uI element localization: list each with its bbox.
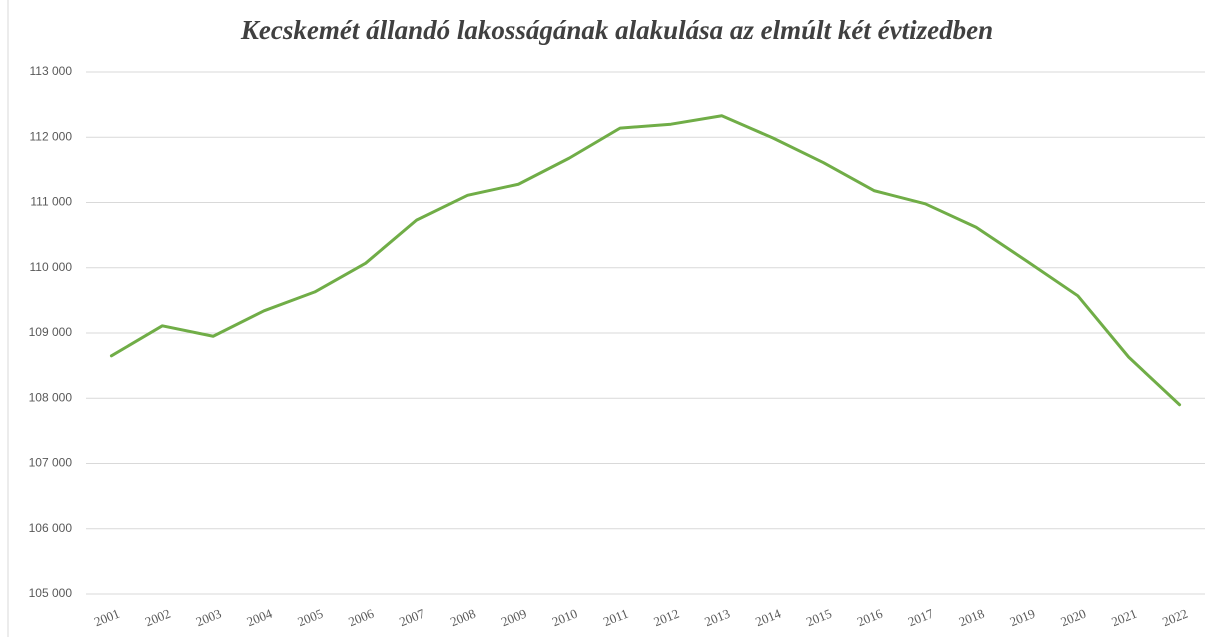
x-tick-label: 2010 [550,606,580,630]
x-tick-label: 2008 [448,606,478,630]
x-tick-label: 2006 [346,605,376,629]
x-tick-label: 2016 [855,605,885,629]
x-tick-label: 2020 [1058,606,1088,630]
y-tick-label: 110 000 [30,260,73,274]
x-tick-label: 2001 [92,606,122,630]
y-tick-label: 107 000 [29,456,73,470]
x-tick-label: 2019 [1007,606,1037,630]
y-tick-label: 111 000 [30,195,72,209]
x-tick-label: 2009 [499,606,529,630]
y-tick-label: 105 000 [29,586,73,600]
x-tick-label: 2003 [194,606,224,630]
x-tick-label: 2014 [753,605,783,629]
x-tick-label: 2015 [804,606,834,630]
x-tick-label: 2002 [143,606,173,630]
x-tick-label: 2013 [702,606,732,630]
line-series [109,114,1182,407]
y-tick-label: 106 000 [29,521,73,535]
x-tick-label: 2022 [1160,606,1190,630]
y-tick-label: 112 000 [30,129,73,143]
x-tick-label: 2018 [957,606,987,630]
y-tick-label: 109 000 [29,325,73,339]
x-tick-label: 2007 [397,605,427,629]
x-tick-label: 2005 [295,606,325,630]
y-tick-label: 108 000 [29,390,73,404]
y-tick-label: 113 000 [30,64,73,78]
x-tick-label: 2011 [601,606,630,629]
x-tick-label: 2017 [906,605,936,629]
chart-title: Kecskemét állandó lakosságának alakulása… [240,15,993,45]
x-tick-label: 2021 [1109,606,1139,630]
x-tick-label: 2012 [651,606,681,630]
x-tick-label: 2004 [245,605,275,629]
